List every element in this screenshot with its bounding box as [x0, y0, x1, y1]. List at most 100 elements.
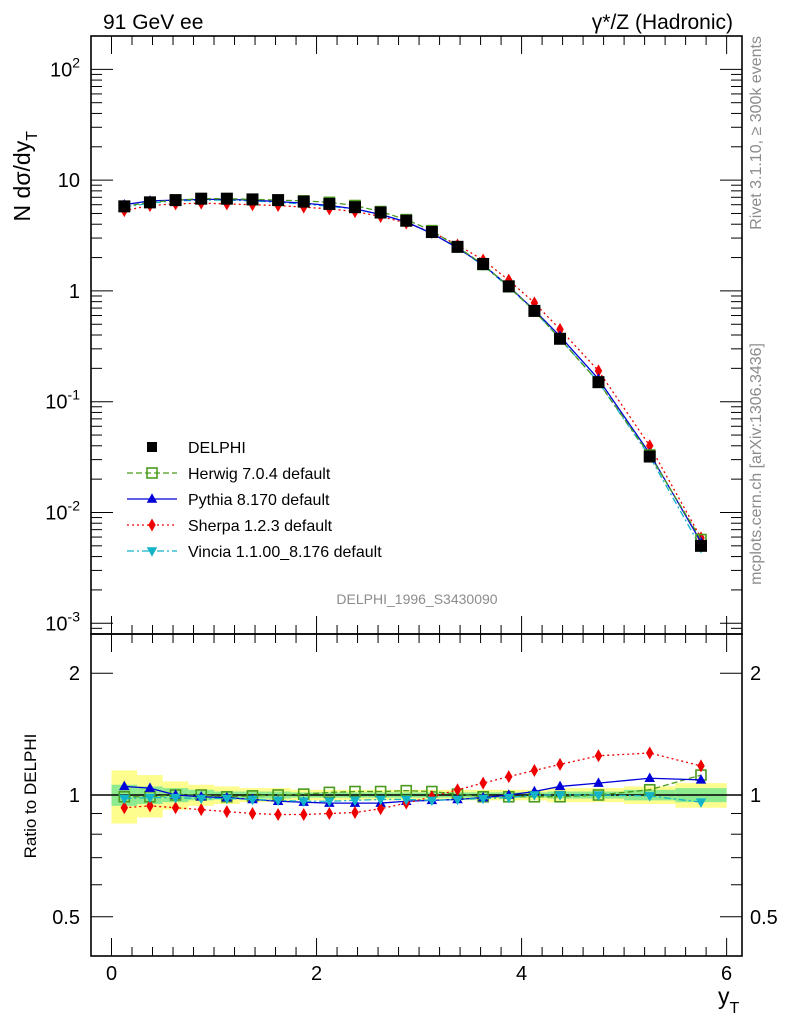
ratio-point	[554, 780, 566, 791]
data-point	[169, 194, 182, 207]
ratio-point	[248, 807, 257, 821]
ratio-point	[400, 795, 412, 806]
data-point	[592, 376, 605, 389]
ratio-point	[171, 801, 180, 815]
data-point	[554, 332, 567, 345]
ratio-point	[376, 802, 385, 816]
ratio-point	[247, 795, 258, 806]
data-point	[451, 240, 464, 253]
legend-label: Pythia 8.170 default	[188, 492, 330, 509]
ratio-line	[124, 774, 702, 798]
y-tick-label: 1	[69, 281, 80, 303]
ratio-axis-title: Ratio to DELPHI	[21, 734, 40, 859]
ratio-point	[349, 796, 361, 807]
ratio-point	[299, 807, 308, 821]
ratio-point	[554, 791, 566, 801]
ratio-tick-label-right: 0.5	[750, 907, 778, 929]
data-point	[195, 192, 208, 205]
ratio-point	[120, 801, 129, 815]
data-point	[556, 322, 564, 336]
legend-label: Herwig 7.0.4 default	[188, 466, 331, 483]
legend-entry: Pythia 8.170 default	[127, 492, 330, 509]
data-point	[645, 439, 654, 453]
ratio-point	[453, 783, 462, 797]
main-plot: 10-3 10-2 10-1 1 10 102 N dσ/dyT DELPHI_1996_…	[9, 35, 743, 635]
ratio-tick-label: 2	[69, 663, 80, 685]
x-tick-label: 0	[106, 963, 117, 985]
ratio-point	[324, 797, 335, 808]
ratio-point	[530, 763, 539, 777]
ratio-point	[593, 777, 604, 787]
ratio-point	[351, 806, 359, 820]
ratio-tick-label: 1	[69, 785, 80, 807]
legend-marker	[147, 442, 157, 452]
ratio-point	[695, 798, 707, 808]
legend: DELPHI Herwig 7.0.4 default Pythia 8.170 d…	[127, 440, 382, 561]
ratio-point	[144, 782, 156, 792]
y-tick-label: 10	[58, 170, 80, 192]
ratio-point	[529, 791, 540, 801]
ratio-point	[298, 797, 309, 808]
ratio-point	[479, 776, 487, 790]
ratio-point	[645, 746, 654, 760]
ratio-point	[274, 807, 282, 821]
legend-marker	[146, 467, 158, 479]
data-point	[694, 539, 707, 552]
ratio-point	[594, 749, 603, 763]
ratio-point	[197, 803, 205, 817]
ratio-point	[223, 805, 231, 819]
x-tick-label: 6	[721, 963, 732, 985]
data-point	[528, 304, 541, 317]
ratio-point	[556, 757, 564, 771]
ratio-point	[644, 792, 655, 802]
ratio-series-sherpa	[120, 746, 705, 821]
y-tick-label: 10-3	[45, 608, 80, 635]
x-tick-label: 2	[311, 963, 322, 985]
data-point	[643, 450, 656, 463]
ratio-tick-label: 0.5	[52, 907, 80, 929]
data-point	[374, 206, 387, 219]
ratio-point	[349, 785, 361, 798]
ratio-point	[195, 794, 207, 805]
ratio-point	[697, 759, 705, 773]
ratio-point	[144, 793, 156, 804]
data-point	[272, 194, 285, 207]
process-label: γ*/Z (Hadronic)	[592, 11, 733, 34]
ratio-point	[452, 795, 463, 806]
ratio-point	[375, 795, 386, 806]
data-point	[297, 195, 310, 208]
legend-entry: Herwig 7.0.4 default	[127, 466, 331, 483]
ratio-point	[325, 807, 334, 821]
ratio-point	[272, 796, 284, 807]
ratio-point	[221, 794, 233, 805]
series-line	[124, 198, 702, 543]
legend-label: Sherpa 1.2.3 default	[188, 518, 333, 535]
ratio-point	[119, 780, 130, 791]
legend-marker	[148, 518, 156, 532]
data-point	[246, 193, 259, 206]
analysis-id: DELPHI_1996_S3430090	[336, 591, 497, 607]
data-point	[425, 226, 438, 239]
series-delphi	[118, 192, 707, 552]
ratio-point	[477, 794, 489, 805]
legend-label: DELPHI	[188, 440, 246, 457]
series-line	[124, 198, 702, 540]
data-point	[348, 201, 361, 214]
data-point	[502, 280, 515, 293]
legend-marker	[146, 547, 158, 557]
legend-entry: Vincia 1.1.00_8.176 default	[127, 544, 382, 561]
ratio-point	[426, 796, 438, 807]
energy-label: 91 GeV ee	[103, 11, 203, 34]
ratio-point	[119, 794, 130, 805]
data-point	[323, 197, 336, 210]
legend-label: Vincia 1.1.00_8.176 default	[188, 544, 382, 561]
x-tick-label: 4	[516, 963, 527, 985]
data-point	[220, 192, 233, 205]
ratio-point	[593, 791, 604, 801]
ratio-plot: 0.5 0.5 1 1 2 2 0 2 4 6 Ratio to DELPHI yT	[21, 633, 778, 1017]
legend-entry: DELPHI	[147, 440, 246, 457]
ratio-point	[505, 770, 513, 784]
ratio-plot-frame	[90, 633, 743, 957]
series-line	[124, 202, 702, 539]
ratio-point	[695, 774, 707, 784]
